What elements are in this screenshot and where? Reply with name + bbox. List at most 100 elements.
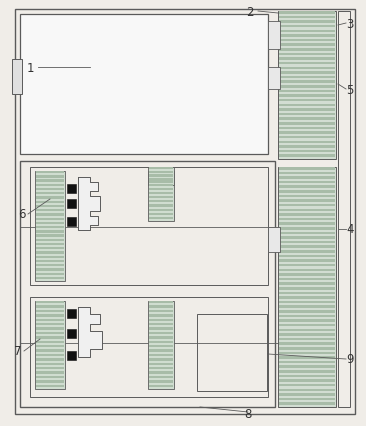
Bar — [36, 380, 64, 383]
Bar — [278, 167, 336, 407]
Bar — [279, 181, 335, 184]
Bar — [149, 167, 173, 170]
Bar — [149, 175, 173, 177]
Bar — [279, 241, 335, 244]
Bar — [36, 218, 64, 220]
Bar — [279, 380, 335, 382]
Bar — [149, 196, 173, 199]
Bar — [67, 199, 76, 208]
Bar — [36, 273, 64, 275]
Bar — [279, 232, 335, 235]
Bar — [279, 186, 335, 189]
Bar — [279, 223, 335, 225]
Bar — [67, 309, 76, 318]
Text: 7: 7 — [14, 345, 22, 358]
Bar — [36, 350, 64, 352]
Bar — [149, 213, 173, 216]
Bar — [36, 314, 64, 317]
Bar — [36, 376, 64, 378]
Bar — [279, 81, 335, 84]
Bar — [149, 358, 173, 361]
Bar — [149, 217, 173, 220]
Bar — [36, 363, 64, 365]
Bar — [279, 264, 335, 267]
Bar — [279, 329, 335, 331]
Bar — [149, 380, 173, 383]
Bar — [279, 132, 335, 135]
Bar — [36, 239, 64, 242]
Bar — [67, 184, 76, 193]
Bar — [279, 137, 335, 139]
Text: 4: 4 — [346, 223, 354, 236]
Bar — [36, 197, 64, 199]
Bar — [149, 176, 173, 178]
Bar — [279, 67, 335, 70]
Bar — [279, 338, 335, 340]
Text: 9: 9 — [346, 353, 354, 366]
Bar — [36, 269, 64, 271]
Bar — [279, 113, 335, 116]
Bar — [279, 389, 335, 391]
Bar — [30, 167, 268, 285]
Bar — [149, 178, 173, 180]
Bar — [279, 306, 335, 308]
Bar — [149, 180, 173, 182]
Bar — [279, 63, 335, 65]
Bar — [36, 328, 64, 330]
Bar — [36, 205, 64, 208]
Bar — [279, 375, 335, 377]
Bar — [279, 190, 335, 193]
Bar — [149, 188, 173, 190]
Bar — [279, 357, 335, 359]
Bar — [279, 296, 335, 299]
Bar — [67, 351, 76, 360]
Bar — [149, 301, 173, 304]
Bar — [279, 370, 335, 373]
Bar — [279, 292, 335, 294]
Bar — [279, 127, 335, 130]
Bar — [149, 376, 173, 378]
Bar — [279, 260, 335, 262]
Bar — [279, 403, 335, 405]
Text: 8: 8 — [244, 408, 252, 420]
Bar — [279, 26, 335, 29]
Bar — [36, 256, 64, 258]
Bar — [149, 172, 173, 174]
Bar — [148, 167, 174, 186]
Bar — [36, 201, 64, 204]
Text: 1: 1 — [26, 61, 34, 74]
Bar — [36, 231, 64, 233]
Bar — [36, 210, 64, 212]
Bar — [149, 341, 173, 343]
Bar — [278, 12, 336, 160]
Bar — [36, 385, 64, 387]
Bar — [149, 209, 173, 211]
Bar — [36, 306, 64, 308]
Bar — [279, 77, 335, 79]
Bar — [279, 287, 335, 290]
Bar — [279, 227, 335, 230]
Bar — [279, 95, 335, 98]
Bar — [279, 35, 335, 37]
Bar — [279, 123, 335, 125]
Bar — [279, 214, 335, 216]
Bar — [36, 319, 64, 321]
Bar — [279, 146, 335, 148]
Bar — [149, 337, 173, 339]
Bar — [149, 345, 173, 348]
Bar — [36, 358, 64, 361]
Bar — [36, 265, 64, 267]
Bar — [36, 277, 64, 279]
Bar — [149, 205, 173, 207]
Bar — [20, 161, 275, 407]
Bar — [279, 90, 335, 93]
Bar — [36, 337, 64, 339]
Bar — [279, 209, 335, 212]
Bar — [279, 278, 335, 281]
Bar — [149, 201, 173, 203]
Bar — [149, 371, 173, 374]
Bar — [279, 155, 335, 158]
Bar — [279, 17, 335, 19]
Bar — [279, 398, 335, 400]
Bar — [279, 58, 335, 60]
